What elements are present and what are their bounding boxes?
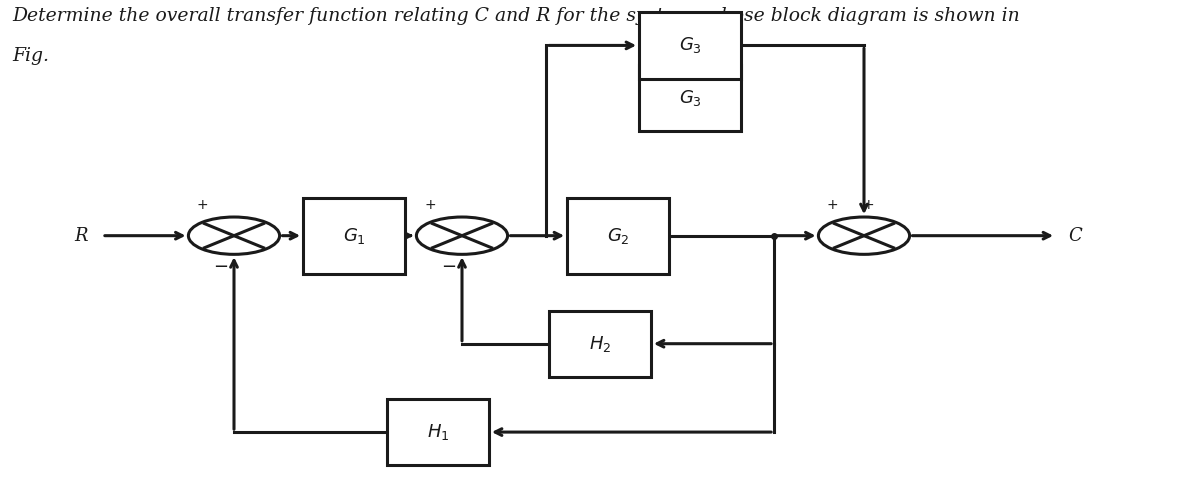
Text: Fig.: Fig.	[12, 47, 49, 65]
Bar	[550, 311, 650, 377]
Text: C: C	[1068, 227, 1081, 245]
Text: +: +	[197, 198, 208, 212]
Circle shape	[818, 217, 910, 254]
Bar	[386, 399, 490, 465]
Text: −: −	[440, 258, 456, 276]
Circle shape	[416, 217, 508, 254]
Bar	[640, 12, 742, 79]
Circle shape	[188, 217, 280, 254]
Bar	[302, 197, 406, 274]
Text: $G_1$: $G_1$	[342, 226, 366, 246]
Text: +: +	[863, 198, 875, 212]
Text: $G_3$: $G_3$	[678, 88, 702, 108]
Text: $G_2$: $G_2$	[607, 226, 629, 246]
Text: +: +	[425, 198, 436, 212]
Bar	[640, 65, 742, 131]
Text: R: R	[74, 227, 88, 245]
Text: +: +	[827, 198, 838, 212]
Text: $G_3$: $G_3$	[678, 35, 702, 55]
Text: $H_2$: $H_2$	[589, 334, 611, 354]
Text: −: −	[212, 258, 228, 276]
Bar	[568, 197, 670, 274]
Text: Determine the overall transfer function relating C and R for the system  whose b: Determine the overall transfer function …	[12, 7, 1020, 26]
Text: $H_1$: $H_1$	[427, 422, 449, 442]
